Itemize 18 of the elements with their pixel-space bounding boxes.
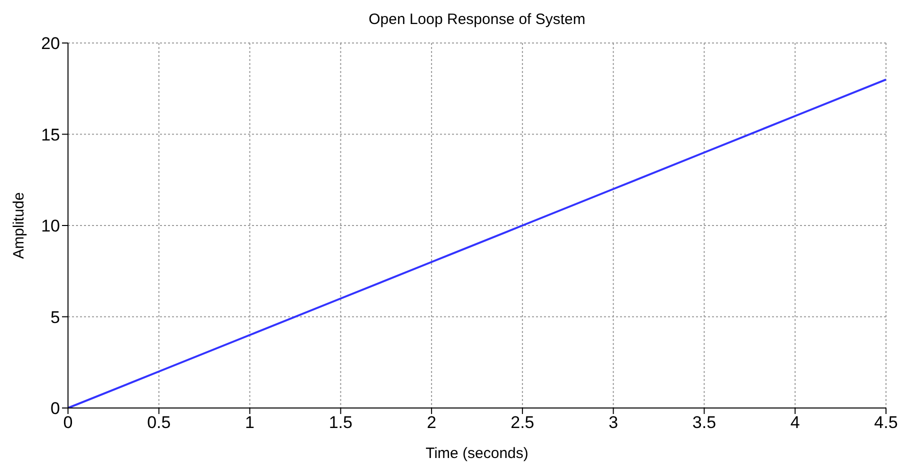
x-axis-title: Time (seconds) bbox=[426, 445, 528, 462]
y-tick-label: 20 bbox=[41, 34, 60, 54]
x-tick-label: 2 bbox=[426, 413, 436, 432]
chart-title: Open Loop Response of System bbox=[368, 11, 586, 28]
x-tick-label: 4.5 bbox=[874, 413, 898, 432]
x-tick-label: 0.5 bbox=[147, 413, 171, 432]
y-tick-label: 15 bbox=[41, 125, 60, 144]
x-tick-label: 3.5 bbox=[692, 413, 716, 432]
x-tick-label: 0 bbox=[63, 413, 73, 432]
x-tick-label: 1.5 bbox=[328, 413, 352, 432]
y-tick-label: 5 bbox=[50, 308, 60, 327]
x-tick-label: 3 bbox=[608, 413, 618, 432]
y-tick-label: 0 bbox=[50, 399, 60, 418]
x-tick-label: 2.5 bbox=[510, 413, 534, 432]
y-axis-title: Amplitude bbox=[10, 192, 28, 259]
x-tick-label: 4 bbox=[790, 413, 800, 432]
y-tick-label: 10 bbox=[41, 216, 60, 236]
x-tick-label: 1 bbox=[245, 413, 255, 432]
